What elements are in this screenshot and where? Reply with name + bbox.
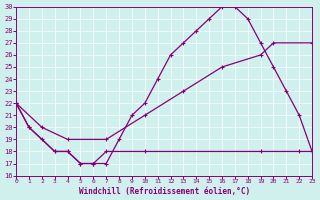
X-axis label: Windchill (Refroidissement éolien,°C): Windchill (Refroidissement éolien,°C) (78, 187, 250, 196)
